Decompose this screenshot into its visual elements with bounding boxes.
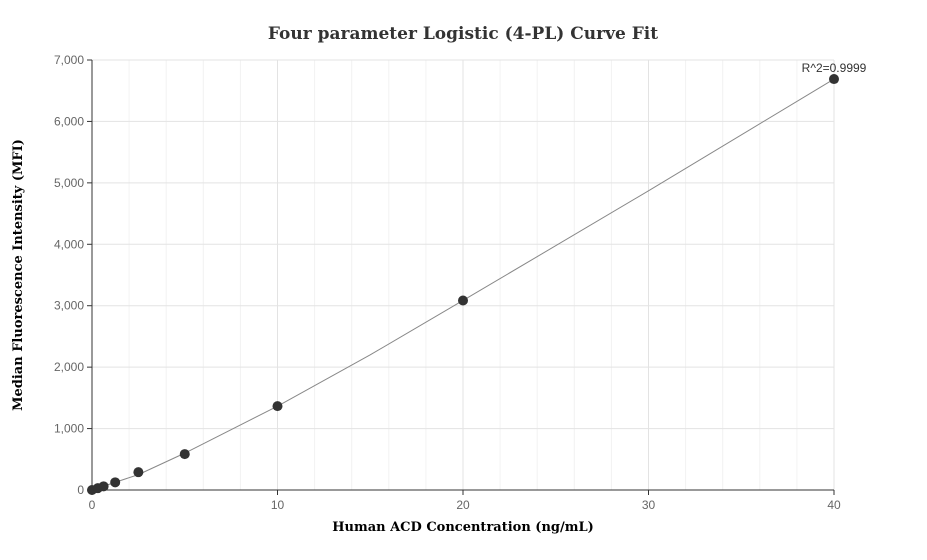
y-tick-label: 5,000 — [54, 176, 84, 190]
y-tick-label: 0 — [77, 483, 84, 497]
grid — [92, 59, 835, 490]
data-point — [110, 477, 121, 488]
y-axis-title: Median Fluorescence Intensity (MFI) — [11, 139, 26, 411]
fit-curve — [91, 78, 835, 491]
data-point — [829, 74, 839, 85]
x-axis-title: Human ACD Concentration (ng/mL) — [332, 520, 594, 535]
chart-title: Four parameter Logistic (4-PL) Curve Fit — [268, 24, 658, 44]
x-tick-label: 20 — [456, 498, 470, 512]
data-point — [179, 449, 190, 460]
y-tick-label: 3,000 — [54, 299, 84, 313]
x-tick-label: 30 — [642, 498, 656, 512]
x-tick-label: 0 — [89, 498, 96, 512]
y-tick-label: 2,000 — [54, 360, 84, 374]
y-tick-label: 6,000 — [54, 114, 84, 128]
data-points — [87, 74, 839, 495]
data-point — [458, 295, 468, 306]
ticks: 0 10 20 30 40 0 1,000 2,000 3,000 4,000 5,000 6,000… — [54, 53, 841, 512]
x-tick-label: 10 — [271, 498, 285, 512]
data-point — [133, 467, 144, 478]
y-tick-label: 1,000 — [54, 422, 84, 436]
x-tick-label: 40 — [827, 498, 841, 512]
y-tick-label: 7,000 — [54, 53, 84, 67]
r-squared-annotation: R^2=0.9999 — [802, 61, 867, 75]
data-point — [98, 481, 109, 492]
y-tick-label: 4,000 — [54, 237, 84, 251]
data-point — [272, 401, 283, 412]
